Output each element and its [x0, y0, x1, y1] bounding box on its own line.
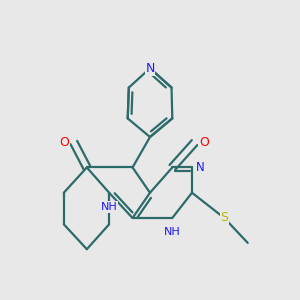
Text: O: O	[199, 136, 209, 149]
Text: N: N	[145, 62, 155, 75]
Text: NH: NH	[101, 202, 118, 212]
Text: N: N	[196, 161, 205, 174]
Text: O: O	[60, 136, 70, 149]
Text: S: S	[220, 212, 228, 224]
Text: NH: NH	[164, 227, 181, 237]
